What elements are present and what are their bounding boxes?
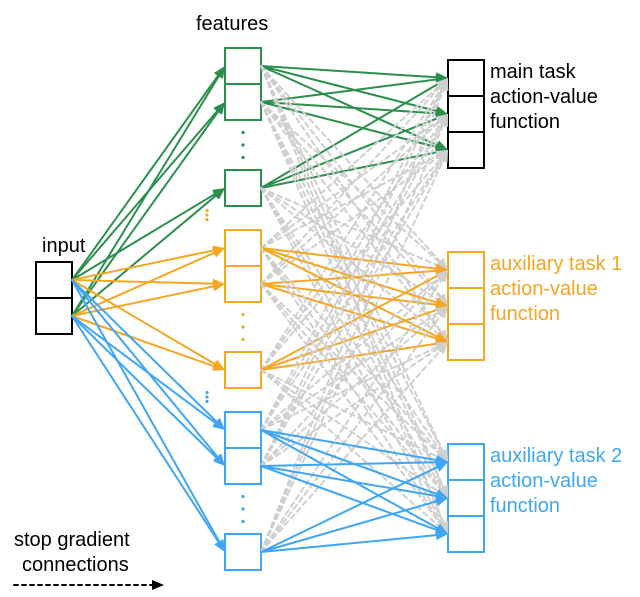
output-label-2: auxiliary task 2action-valuefunction xyxy=(490,444,622,519)
stop-gradient-label: stop gradientconnections xyxy=(14,528,130,578)
output-label-1: auxiliary task 1action-valuefunction xyxy=(490,252,622,327)
input-label: input xyxy=(42,234,85,259)
output-label-0: main taskaction-valuefunction xyxy=(490,60,598,135)
features-label: features xyxy=(196,12,268,37)
